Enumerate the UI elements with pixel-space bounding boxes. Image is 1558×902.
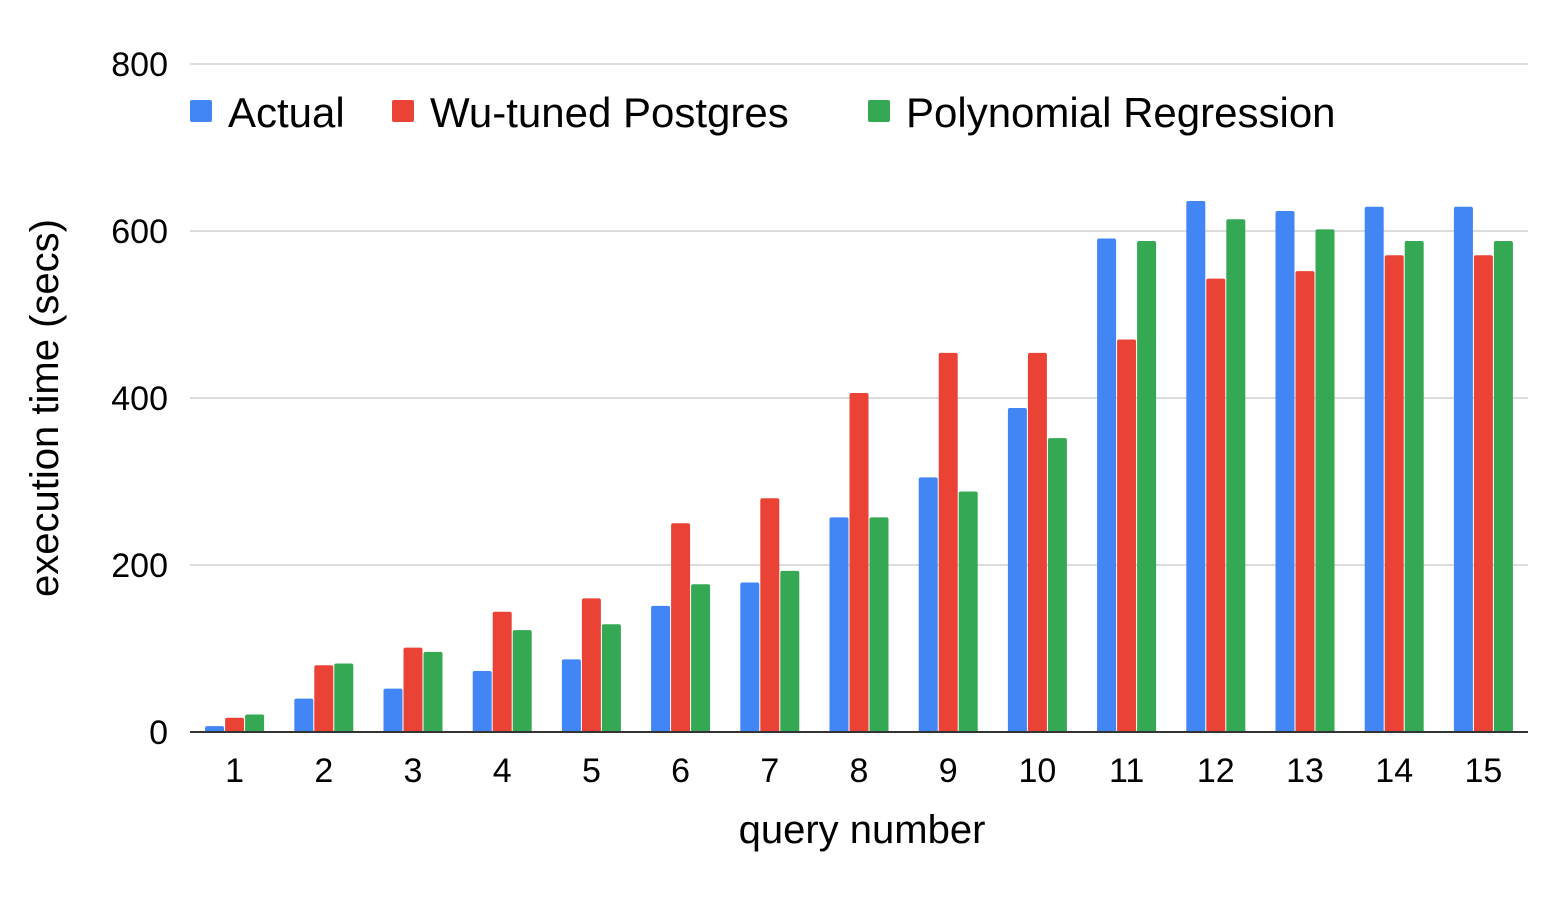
y-axis-ticks: 0 200 400 600 800 bbox=[111, 46, 168, 752]
bar-actual-q4 bbox=[472, 671, 492, 732]
x-axis-title: query number bbox=[739, 808, 986, 852]
bar-actual-q11 bbox=[1097, 238, 1117, 732]
bar-polynomial-regression-q2 bbox=[334, 663, 354, 732]
bar-actual-q2 bbox=[294, 698, 314, 732]
bar-actual-q14 bbox=[1364, 206, 1384, 732]
y-tick-label: 400 bbox=[111, 380, 168, 418]
x-tick-label: 9 bbox=[939, 752, 958, 790]
bar-polynomial-regression-q15 bbox=[1493, 241, 1513, 732]
y-tick-label: 200 bbox=[111, 547, 168, 585]
legend-label: Actual bbox=[228, 89, 345, 136]
legend-label: Polynomial Regression bbox=[906, 89, 1336, 136]
x-tick-label: 2 bbox=[314, 752, 333, 790]
x-tick-label: 6 bbox=[671, 752, 690, 790]
bar-actual-q3 bbox=[383, 688, 403, 732]
bar-actual-q9 bbox=[918, 477, 938, 732]
bar-wu-tuned-postgres-q2 bbox=[314, 665, 334, 732]
bar-polynomial-regression-q11 bbox=[1137, 241, 1157, 732]
bar-actual-q8 bbox=[829, 517, 849, 732]
x-axis-ticks: 1 2 3 4 5 6 7 8 9 10 11 12 13 14 15 bbox=[225, 752, 1502, 790]
bar-actual-q13 bbox=[1275, 210, 1295, 732]
y-tick-label: 0 bbox=[149, 714, 168, 752]
x-tick-label: 12 bbox=[1197, 752, 1235, 790]
bar-actual-q5 bbox=[561, 659, 581, 732]
bar-wu-tuned-postgres-q7 bbox=[760, 498, 780, 732]
bar-wu-tuned-postgres-q4 bbox=[492, 611, 512, 732]
x-tick-label: 8 bbox=[850, 752, 869, 790]
bar-polynomial-regression-q1 bbox=[245, 714, 265, 732]
bar-wu-tuned-postgres-q14 bbox=[1384, 255, 1404, 732]
bar-actual-q10 bbox=[1007, 408, 1027, 732]
bar-wu-tuned-postgres-q11 bbox=[1117, 339, 1137, 732]
x-tick-label: 10 bbox=[1018, 752, 1056, 790]
bar-wu-tuned-postgres-q3 bbox=[403, 647, 423, 732]
legend-swatch bbox=[868, 100, 890, 122]
bar-wu-tuned-postgres-q5 bbox=[581, 598, 601, 732]
bar-actual-q12 bbox=[1186, 200, 1206, 732]
bar-wu-tuned-postgres-q9 bbox=[938, 352, 958, 732]
y-tick-label: 600 bbox=[111, 213, 168, 251]
bar-actual-q1 bbox=[205, 726, 225, 732]
legend-swatch bbox=[392, 100, 414, 122]
bar-wu-tuned-postgres-q10 bbox=[1027, 352, 1047, 732]
legend-label: Wu-tuned Postgres bbox=[430, 89, 789, 136]
x-tick-label: 11 bbox=[1109, 752, 1144, 790]
x-tick-label: 14 bbox=[1375, 752, 1413, 790]
bar-polynomial-regression-q5 bbox=[601, 624, 621, 732]
y-axis-title: execution time (secs) bbox=[23, 219, 67, 597]
bar-actual-q15 bbox=[1453, 206, 1473, 732]
bar-wu-tuned-postgres-q12 bbox=[1206, 278, 1226, 732]
bar-actual-q7 bbox=[740, 582, 760, 732]
bar-polynomial-regression-q14 bbox=[1404, 241, 1424, 732]
bar-wu-tuned-postgres-q8 bbox=[849, 392, 869, 732]
x-tick-label: 3 bbox=[404, 752, 423, 790]
x-tick-label: 7 bbox=[760, 752, 779, 790]
x-tick-label: 4 bbox=[493, 752, 512, 790]
bars bbox=[205, 200, 1513, 732]
y-tick-label: 800 bbox=[111, 46, 168, 84]
legend-swatch bbox=[190, 100, 212, 122]
bar-polynomial-regression-q10 bbox=[1047, 438, 1067, 732]
bar-wu-tuned-postgres-q1 bbox=[225, 717, 245, 732]
bar-wu-tuned-postgres-q15 bbox=[1473, 255, 1493, 732]
x-tick-label: 15 bbox=[1464, 752, 1502, 790]
x-tick-label: 13 bbox=[1286, 752, 1324, 790]
bar-polynomial-regression-q8 bbox=[869, 517, 889, 732]
bar-actual-q6 bbox=[651, 605, 671, 732]
bar-polynomial-regression-q4 bbox=[512, 630, 532, 732]
x-tick-label: 5 bbox=[582, 752, 601, 790]
bar-polynomial-regression-q3 bbox=[423, 651, 443, 732]
bar-wu-tuned-postgres-q13 bbox=[1295, 271, 1315, 732]
legend: Actual Wu-tuned Postgres Polynomial Regres… bbox=[190, 89, 1336, 136]
bar-polynomial-regression-q12 bbox=[1226, 219, 1246, 732]
x-tick-label: 1 bbox=[225, 752, 244, 790]
bar-polynomial-regression-q9 bbox=[958, 491, 978, 732]
bar-polynomial-regression-q7 bbox=[780, 570, 800, 732]
bar-wu-tuned-postgres-q6 bbox=[671, 523, 691, 732]
bar-polynomial-regression-q6 bbox=[691, 584, 711, 732]
bar-polynomial-regression-q13 bbox=[1315, 229, 1335, 732]
